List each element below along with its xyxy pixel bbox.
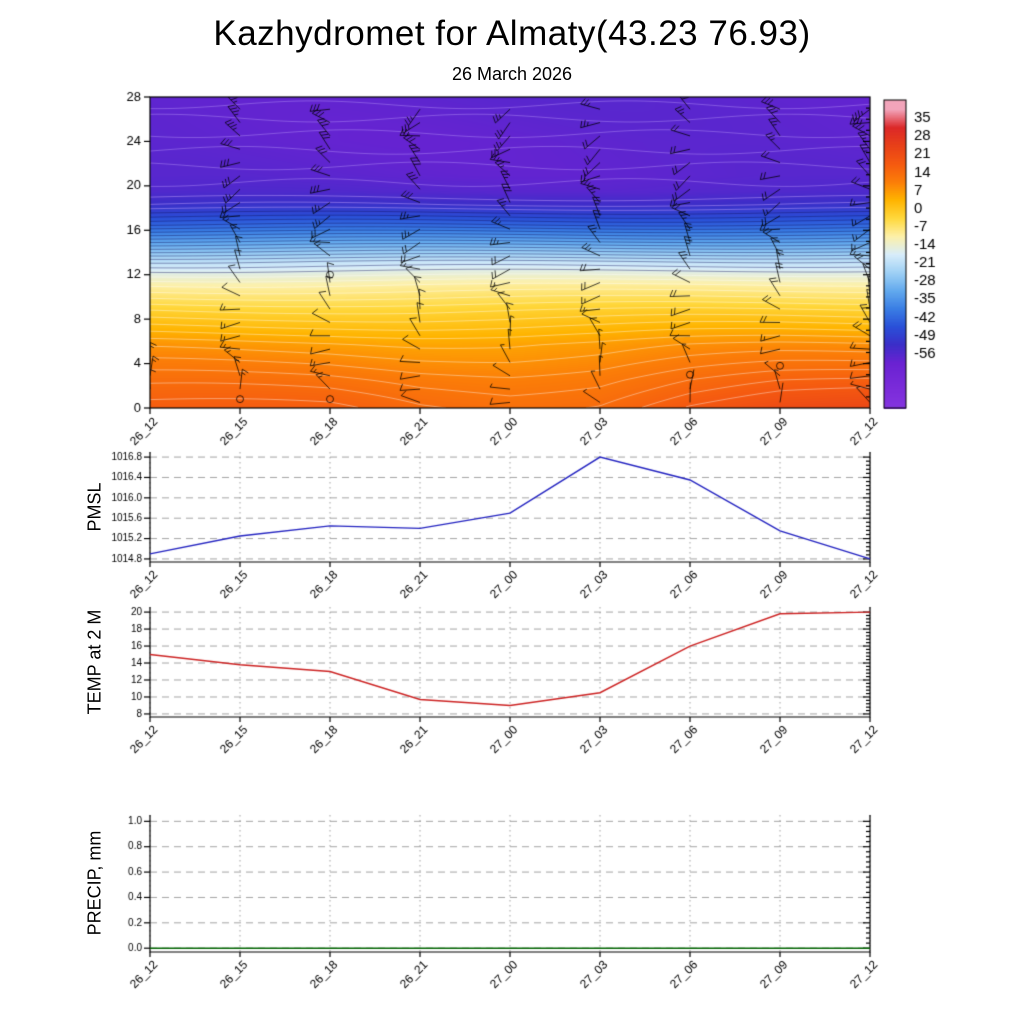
temp-axis-label: TEMP at 2 M xyxy=(84,609,105,715)
precip-axis-label: PRECIP, mm xyxy=(84,830,105,936)
chart-subtitle: 26 March 2026 xyxy=(451,64,573,84)
chart-title: Kazhydromet for Almaty(43.23 76.93) xyxy=(213,14,811,53)
pmsl-axis-label: PMSL xyxy=(84,482,105,532)
